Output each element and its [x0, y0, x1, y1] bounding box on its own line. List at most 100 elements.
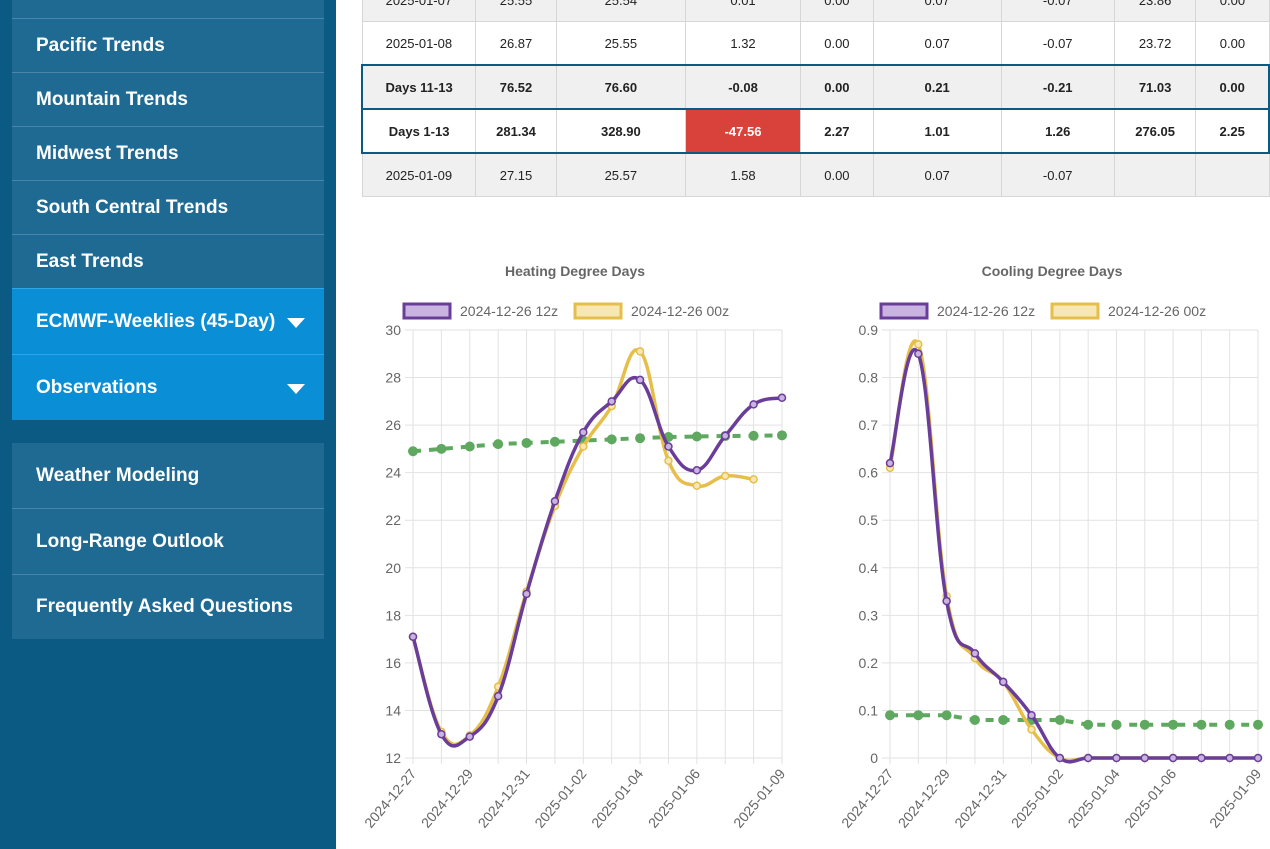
normal-point[interactable]: [1168, 719, 1179, 730]
x-tick-label: 2024-12-31: [951, 765, 1009, 830]
data-point[interactable]: [1112, 753, 1121, 763]
sidebar-item-south-central-trends[interactable]: South Central Trends: [12, 180, 324, 234]
normal-point[interactable]: [1196, 719, 1207, 730]
chart-title: Cooling Degree Days: [982, 263, 1123, 279]
normal-point[interactable]: [1224, 719, 1235, 730]
x-tick-label: 2025-01-06: [645, 765, 703, 830]
sidebar-item-ecmwf-weeklies-45-day[interactable]: ECMWF-Weeklies (45-Day): [12, 288, 324, 354]
table-cell: [1195, 152, 1270, 197]
normal-point[interactable]: [777, 430, 787, 441]
table-cell: 23.72: [1113, 21, 1197, 66]
data-point[interactable]: [579, 427, 588, 437]
data-point[interactable]: [1197, 753, 1206, 763]
normal-point[interactable]: [1054, 714, 1065, 725]
data-point[interactable]: [1225, 753, 1234, 763]
data-point[interactable]: [550, 496, 560, 506]
normal-point[interactable]: [1111, 719, 1122, 730]
data-point[interactable]: [1083, 753, 1093, 763]
data-point[interactable]: [749, 400, 758, 409]
data-point[interactable]: [942, 596, 951, 606]
legend-label[interactable]: 2024-12-26 12z: [937, 303, 1035, 319]
normal-point[interactable]: [1083, 719, 1094, 730]
sidebar-item-mountain-trends[interactable]: Mountain Trends: [12, 72, 324, 126]
normal-point[interactable]: [436, 443, 447, 454]
data-point[interactable]: [522, 589, 531, 599]
sidebar-item-observations[interactable]: Observations: [12, 354, 324, 420]
x-tick-label: 2024-12-31: [475, 765, 533, 830]
sidebar-item-item-0[interactable]: [12, 0, 324, 18]
normal-point[interactable]: [464, 441, 475, 452]
data-point[interactable]: [408, 632, 418, 641]
data-point[interactable]: [1140, 753, 1150, 763]
caret-down-icon[interactable]: [287, 317, 305, 328]
data-point[interactable]: [1253, 753, 1263, 763]
data-point[interactable]: [970, 649, 980, 658]
data-point[interactable]: [720, 471, 730, 481]
caret-down-icon[interactable]: [287, 383, 305, 394]
data-point[interactable]: [664, 442, 673, 451]
data-point[interactable]: [493, 691, 503, 701]
normal-point[interactable]: [408, 446, 418, 457]
y-tick-label: 22: [385, 512, 401, 528]
legend-label[interactable]: 2024-12-26 00z: [631, 303, 729, 319]
data-point[interactable]: [579, 442, 588, 451]
table-cell: 25.57: [555, 152, 686, 197]
legend-label[interactable]: 2024-12-26 12z: [460, 303, 558, 319]
sidebar-item-label: Midwest Trends: [36, 142, 179, 164]
data-point[interactable]: [749, 475, 758, 484]
legend-swatch[interactable]: [573, 302, 623, 320]
data-point[interactable]: [465, 732, 475, 741]
data-point[interactable]: [437, 729, 446, 739]
data-point[interactable]: [914, 340, 923, 349]
sidebar-item-east-trends[interactable]: East Trends: [12, 234, 324, 288]
y-tick-label: 20: [385, 560, 401, 576]
legend-label[interactable]: 2024-12-26 00z: [1108, 303, 1206, 319]
normal-point[interactable]: [606, 434, 617, 445]
chart-title: Heating Degree Days: [505, 263, 645, 279]
legend-swatch[interactable]: [879, 302, 929, 320]
data-point[interactable]: [692, 466, 702, 475]
normal-point[interactable]: [913, 710, 924, 721]
normal-point[interactable]: [521, 437, 532, 448]
data-point[interactable]: [664, 456, 673, 466]
data-point[interactable]: [635, 347, 645, 356]
table-cell: 25.55: [555, 21, 686, 66]
table-cell: 328.90: [555, 108, 686, 154]
normal-point[interactable]: [969, 714, 980, 725]
data-point[interactable]: [885, 458, 895, 468]
data-point[interactable]: [1027, 710, 1036, 720]
normal-point[interactable]: [941, 710, 952, 721]
data-point[interactable]: [1055, 753, 1065, 763]
normal-point[interactable]: [1253, 719, 1263, 730]
normal-point[interactable]: [635, 433, 646, 444]
table-row: 2025-01-08 26.87 25.55 1.32 0.00 0.07 -0.07 23.…: [361, 21, 1270, 66]
data-point[interactable]: [914, 349, 923, 359]
normal-point[interactable]: [691, 431, 702, 442]
normal-point[interactable]: [885, 710, 895, 721]
sidebar-link-frequently-asked-questions[interactable]: Frequently Asked Questions: [12, 574, 324, 639]
normal-point[interactable]: [493, 439, 504, 450]
data-point[interactable]: [635, 375, 645, 385]
normal-point[interactable]: [549, 436, 560, 447]
data-point[interactable]: [607, 397, 616, 406]
normal-point[interactable]: [748, 430, 759, 441]
normal-point[interactable]: [1139, 719, 1150, 730]
table-cell: 0.07: [872, 152, 1002, 197]
sidebar-item-label: East Trends: [36, 250, 144, 272]
normal-point[interactable]: [998, 714, 1009, 725]
legend-swatch[interactable]: [402, 302, 452, 320]
y-tick-label: 0.8: [859, 370, 879, 386]
data-point[interactable]: [1027, 725, 1036, 734]
sidebar-link-long-range-outlook[interactable]: Long-Range Outlook: [12, 508, 324, 574]
sidebar-link-label: Weather Modeling: [36, 464, 200, 486]
data-point[interactable]: [1168, 753, 1178, 763]
sidebar-item-midwest-trends[interactable]: Midwest Trends: [12, 126, 324, 180]
sidebar-item-pacific-trends[interactable]: Pacific Trends: [12, 18, 324, 72]
data-point[interactable]: [692, 481, 702, 490]
sidebar-link-weather-modeling[interactable]: Weather Modeling: [12, 443, 324, 508]
legend-swatch[interactable]: [1050, 302, 1100, 320]
data-point[interactable]: [777, 393, 787, 403]
y-tick-label: 12: [385, 750, 401, 766]
data-point[interactable]: [720, 431, 730, 441]
data-point[interactable]: [998, 677, 1008, 687]
